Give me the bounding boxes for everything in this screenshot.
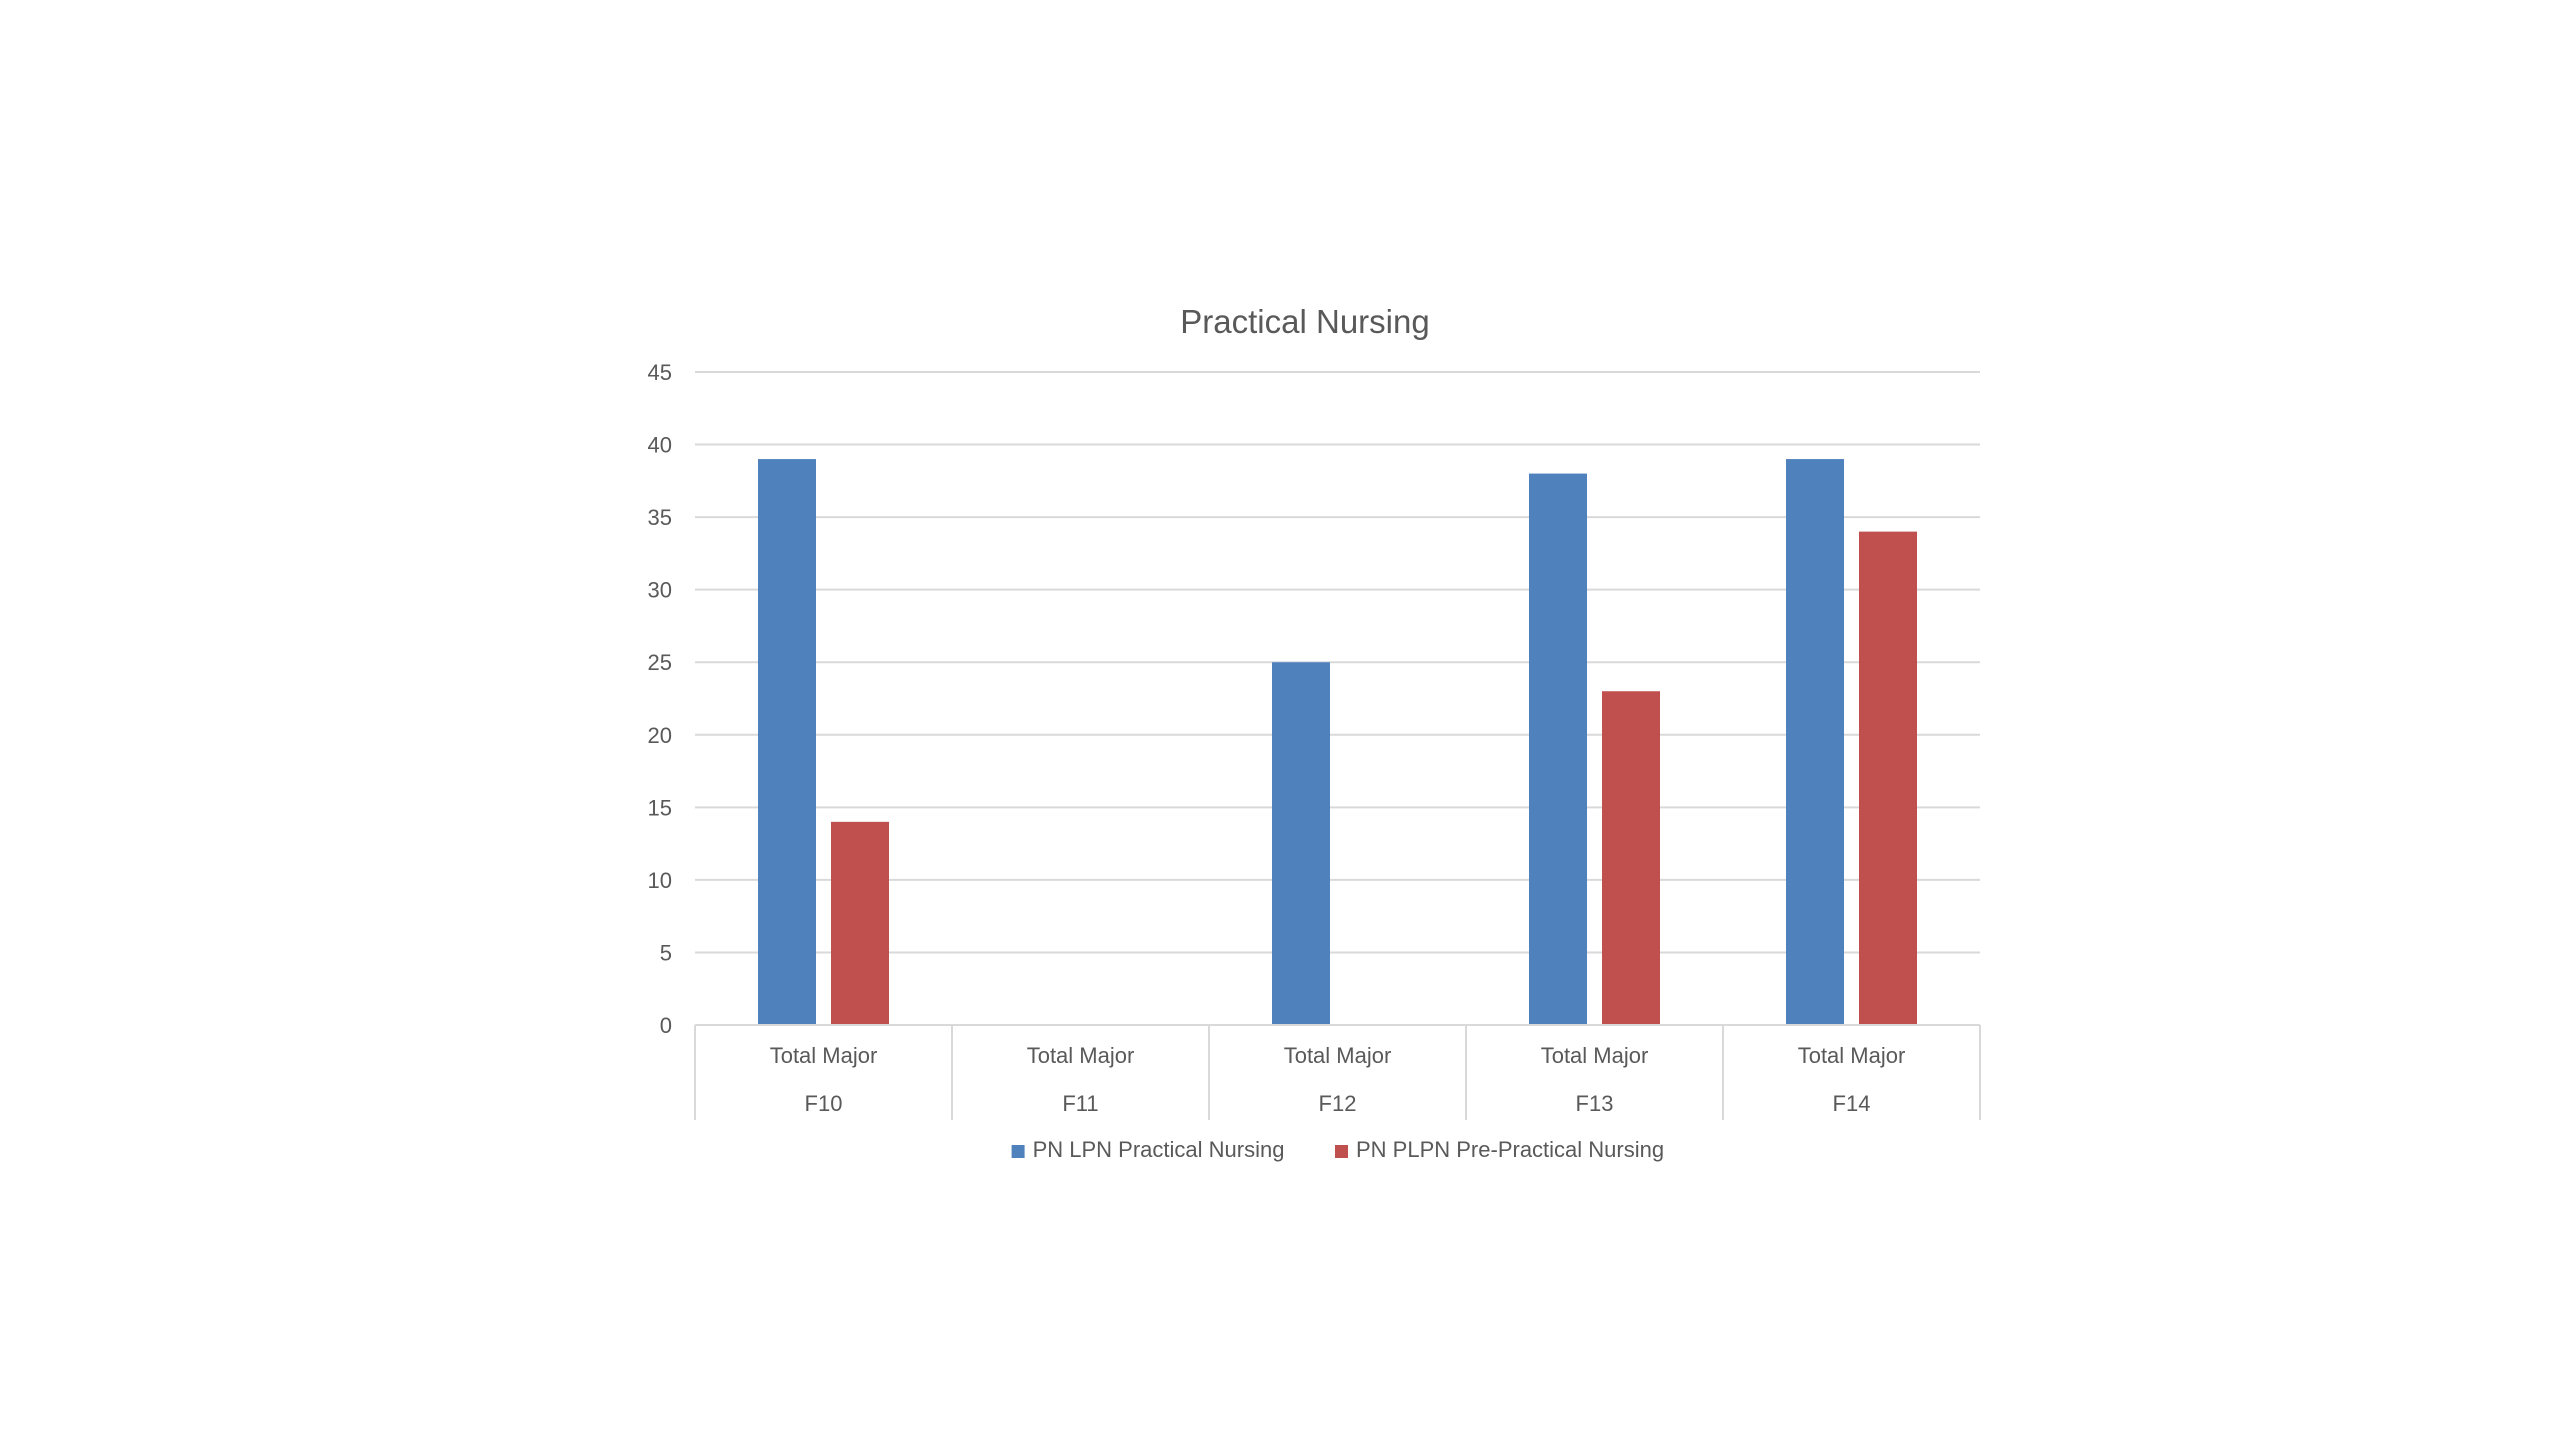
x-group-label: F14 — [1833, 1091, 1871, 1116]
y-tick-label: 45 — [648, 360, 672, 385]
bars — [758, 459, 1917, 1026]
x-tick-label: Total Major — [770, 1043, 878, 1068]
legend: PN LPN Practical Nursing PN PLPN Pre-Prac… — [1011, 1137, 1664, 1162]
y-tick-label: 5 — [660, 940, 672, 965]
bar — [758, 459, 816, 1026]
y-axis-ticks: 0 5 10 15 20 25 30 35 40 45 — [648, 360, 672, 1038]
legend-label: PN PLPN Pre-Practical Nursing — [1356, 1137, 1664, 1162]
bar — [1272, 662, 1330, 1025]
x-tick-label: Total Major — [1284, 1043, 1392, 1068]
bar — [831, 821, 889, 1025]
y-tick-label: 40 — [648, 433, 672, 458]
bar — [1529, 473, 1587, 1026]
chart-title: Practical Nursing — [1180, 303, 1429, 340]
y-tick-label: 10 — [648, 868, 672, 893]
gridlines — [695, 371, 1980, 1026]
y-tick-label: 15 — [648, 795, 672, 820]
bar — [1859, 531, 1917, 1025]
x-group-label: F10 — [805, 1091, 843, 1116]
y-tick-label: 30 — [648, 578, 672, 603]
legend-label: PN LPN Practical Nursing — [1033, 1137, 1285, 1162]
y-tick-label: 20 — [648, 723, 672, 748]
bar — [1786, 459, 1844, 1026]
x-tick-label: Total Major — [1798, 1043, 1906, 1068]
y-tick-label: 25 — [648, 650, 672, 675]
x-group-label: F11 — [1062, 1091, 1098, 1116]
x-group-label: F13 — [1576, 1091, 1614, 1116]
y-tick-label: 35 — [648, 505, 672, 530]
y-tick-label: 0 — [660, 1013, 672, 1038]
legend-swatch — [1335, 1145, 1348, 1158]
x-tick-label: Total Major — [1541, 1043, 1649, 1068]
x-axis: Total Major F10 Total Major F11 Total Major F… — [694, 1024, 1981, 1120]
x-group-label: F12 — [1319, 1091, 1357, 1116]
legend-swatch — [1011, 1145, 1025, 1158]
x-tick-label: Total Major — [1027, 1043, 1135, 1068]
bar — [1602, 691, 1660, 1025]
